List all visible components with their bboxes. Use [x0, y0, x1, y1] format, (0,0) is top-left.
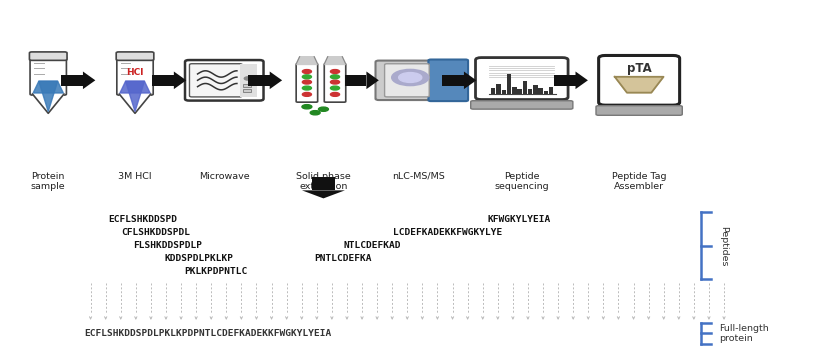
- Polygon shape: [443, 75, 464, 86]
- Bar: [243, 84, 251, 87]
- Circle shape: [302, 69, 311, 73]
- Polygon shape: [324, 57, 346, 64]
- Text: Microwave: Microwave: [199, 172, 250, 181]
- Circle shape: [302, 80, 311, 84]
- Polygon shape: [615, 77, 664, 93]
- Polygon shape: [496, 84, 501, 95]
- Polygon shape: [62, 75, 83, 86]
- Text: FLSHKDDSPDLP: FLSHKDDSPDLP: [133, 241, 202, 250]
- Polygon shape: [152, 75, 174, 86]
- Polygon shape: [512, 87, 517, 95]
- Text: LCDEFKADEKKFWGKYLYE: LCDEFKADEKKFWGKYLYE: [393, 228, 502, 237]
- Circle shape: [330, 86, 339, 90]
- Polygon shape: [270, 72, 282, 89]
- Circle shape: [310, 111, 320, 115]
- FancyBboxPatch shape: [324, 64, 346, 102]
- Text: Peptides: Peptides: [720, 226, 728, 266]
- Polygon shape: [83, 72, 96, 89]
- FancyBboxPatch shape: [476, 58, 568, 100]
- Polygon shape: [32, 94, 64, 113]
- Polygon shape: [39, 81, 57, 112]
- Polygon shape: [518, 89, 522, 95]
- Polygon shape: [538, 88, 542, 95]
- Circle shape: [330, 69, 339, 73]
- FancyBboxPatch shape: [116, 56, 153, 95]
- Text: Solid phase
extraction: Solid phase extraction: [296, 172, 351, 192]
- Polygon shape: [302, 190, 345, 198]
- Polygon shape: [126, 81, 145, 112]
- FancyBboxPatch shape: [185, 60, 264, 101]
- Polygon shape: [576, 72, 588, 89]
- FancyBboxPatch shape: [471, 101, 573, 109]
- FancyBboxPatch shape: [428, 59, 468, 101]
- FancyBboxPatch shape: [375, 61, 438, 100]
- Text: KDDSPDLPKLKP: KDDSPDLPKLKP: [165, 254, 234, 263]
- Polygon shape: [119, 94, 151, 113]
- Polygon shape: [33, 81, 63, 93]
- Circle shape: [399, 73, 422, 82]
- Circle shape: [319, 107, 329, 111]
- Circle shape: [330, 92, 339, 96]
- Circle shape: [302, 92, 311, 96]
- Text: KFWGKYLYEIA: KFWGKYLYEIA: [488, 215, 551, 224]
- Bar: [243, 89, 251, 92]
- Text: Full-length
protein: Full-length protein: [720, 324, 769, 343]
- Polygon shape: [491, 88, 496, 95]
- Text: NTLCDEFKAD: NTLCDEFKAD: [344, 241, 401, 250]
- Text: CFLSHKDDSPDL: CFLSHKDDSPDL: [121, 228, 190, 237]
- Polygon shape: [248, 75, 270, 86]
- Text: PNTLCDEFKA: PNTLCDEFKA: [314, 254, 372, 263]
- Polygon shape: [549, 87, 553, 95]
- Bar: [240, 64, 256, 97]
- Circle shape: [330, 80, 339, 84]
- Polygon shape: [502, 90, 506, 95]
- FancyBboxPatch shape: [384, 64, 429, 97]
- Circle shape: [302, 86, 311, 90]
- FancyBboxPatch shape: [190, 64, 242, 97]
- Text: Protein
sample: Protein sample: [31, 172, 66, 192]
- Polygon shape: [527, 90, 532, 95]
- Polygon shape: [543, 91, 548, 95]
- Polygon shape: [507, 74, 511, 95]
- Polygon shape: [296, 57, 318, 64]
- FancyBboxPatch shape: [30, 56, 67, 95]
- Text: HCl: HCl: [126, 68, 144, 77]
- FancyBboxPatch shape: [599, 55, 680, 105]
- FancyBboxPatch shape: [116, 52, 154, 61]
- FancyBboxPatch shape: [29, 52, 67, 61]
- FancyBboxPatch shape: [296, 64, 318, 102]
- Text: PKLKPDPNTLC: PKLKPDPNTLC: [184, 267, 247, 276]
- Polygon shape: [366, 72, 379, 89]
- FancyBboxPatch shape: [596, 106, 682, 115]
- Text: Peptide
sequencing: Peptide sequencing: [494, 172, 549, 192]
- Polygon shape: [174, 72, 186, 89]
- Circle shape: [302, 105, 312, 109]
- Polygon shape: [345, 75, 366, 86]
- Circle shape: [245, 77, 252, 80]
- Circle shape: [302, 75, 311, 79]
- Polygon shape: [533, 84, 537, 95]
- Text: Peptide Tag
Assembler: Peptide Tag Assembler: [612, 172, 666, 192]
- Polygon shape: [554, 75, 576, 86]
- Text: ECFLSHKDDSPD: ECFLSHKDDSPD: [108, 215, 177, 224]
- Polygon shape: [120, 81, 150, 93]
- Polygon shape: [522, 81, 527, 95]
- Text: nLC-MS/MS: nLC-MS/MS: [392, 172, 445, 181]
- Circle shape: [392, 70, 428, 85]
- Circle shape: [330, 75, 339, 79]
- Text: 3M HCl: 3M HCl: [118, 172, 151, 181]
- Text: pTA: pTA: [626, 62, 651, 75]
- Text: ECFLSHKDDSPDLPKLKPDPNTLCDEFKADEKKFWGKYLYEIA: ECFLSHKDDSPDLPKLKPDPNTLCDEFKADEKKFWGKYLY…: [84, 329, 331, 338]
- Polygon shape: [464, 72, 477, 89]
- Polygon shape: [312, 177, 335, 190]
